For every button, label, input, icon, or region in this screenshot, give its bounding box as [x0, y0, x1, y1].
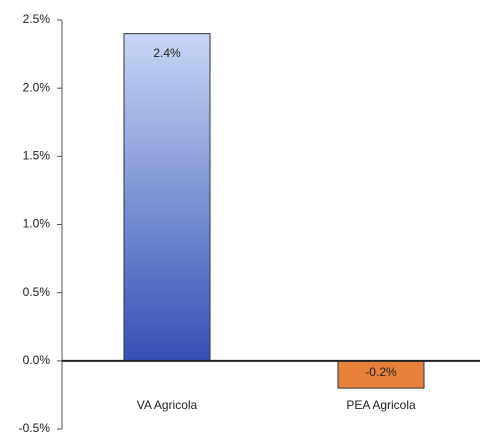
bar — [337, 360, 425, 389]
y-tick-label: -0.5% — [19, 421, 51, 434]
x-tick-label: VA Agricola — [137, 398, 198, 412]
y-tick-label: 1.0% — [23, 217, 51, 231]
y-tick-label: 2.0% — [23, 80, 51, 94]
bar — [123, 33, 211, 362]
y-tick-label: 2.5% — [23, 12, 51, 26]
x-tick-label: PEA Agricola — [346, 398, 416, 412]
y-tick-label: 0.0% — [23, 353, 51, 367]
y-tick-label: 1.5% — [23, 149, 51, 163]
value-label: 2.4% — [153, 46, 181, 60]
y-tick-label: 0.5% — [23, 285, 51, 299]
value-label: -0.2% — [365, 365, 397, 379]
